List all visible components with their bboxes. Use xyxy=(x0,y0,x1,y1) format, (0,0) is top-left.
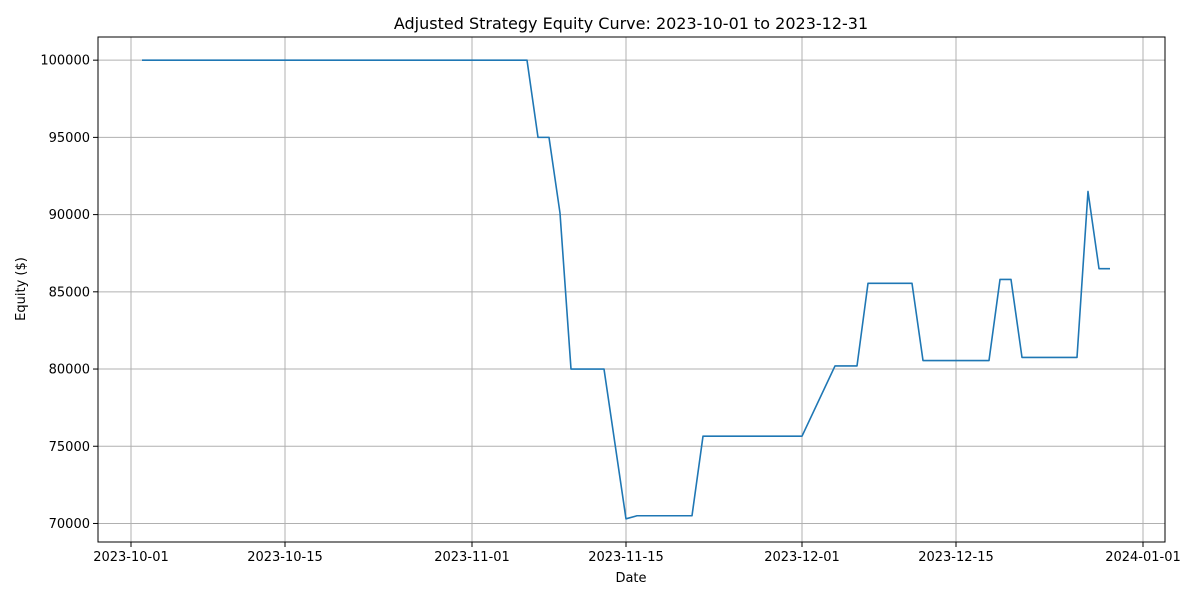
chart-title: Adjusted Strategy Equity Curve: 2023-10-… xyxy=(394,14,868,33)
x-tick-label: 2023-11-15 xyxy=(588,550,664,565)
series-layer xyxy=(142,59,1110,520)
x-axis: 2023-10-01 2023-10-15 2023-11-01 2023-11-15… xyxy=(93,542,1181,565)
x-tick-label: 2023-12-01 xyxy=(764,550,840,565)
x-tick-label: 2023-10-15 xyxy=(247,550,323,565)
y-tick-label: 95000 xyxy=(49,131,90,146)
x-tick-label: 2024-01-01 xyxy=(1105,550,1181,565)
y-tick-label: 75000 xyxy=(49,440,90,455)
y-tick-label: 70000 xyxy=(49,517,90,532)
x-axis-label: Date xyxy=(615,571,646,586)
x-tick-label: 2023-12-15 xyxy=(918,550,994,565)
y-axis-label: Equity ($) xyxy=(14,257,29,321)
x-tick-label: 2023-10-01 xyxy=(93,550,169,565)
y-axis: 70000 75000 80000 85000 90000 95000 100000 xyxy=(40,54,98,532)
y-tick-label: 90000 xyxy=(49,208,90,223)
y-tick-label: 80000 xyxy=(49,363,90,378)
plot-frame xyxy=(97,36,1166,543)
equity-series-line xyxy=(142,59,1110,520)
grid xyxy=(98,37,1165,542)
y-tick-label: 100000 xyxy=(40,54,90,69)
x-tick-label: 2023-11-01 xyxy=(434,550,510,565)
y-tick-label: 85000 xyxy=(49,285,90,300)
